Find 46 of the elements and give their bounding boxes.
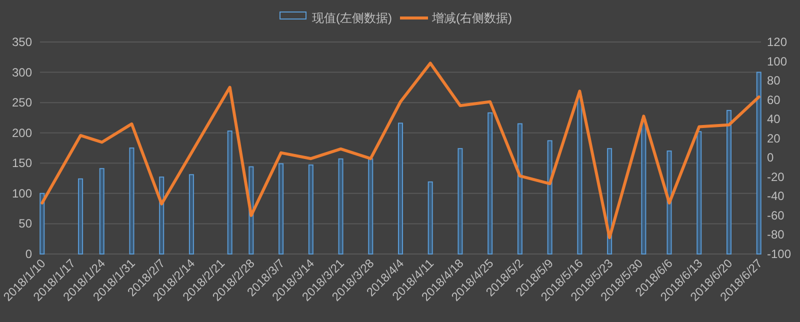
- bar: [278, 163, 284, 254]
- y2-tick-label: -40: [767, 189, 785, 204]
- y-tick-label: 300: [12, 65, 32, 80]
- y-tick-label: 150: [12, 156, 32, 170]
- bar: [517, 123, 522, 254]
- bar: [547, 140, 552, 254]
- y-tick-label: 50: [18, 216, 32, 231]
- y2-tick-label: 60: [767, 92, 781, 107]
- bar: [40, 192, 45, 254]
- bar: [78, 178, 84, 254]
- legend-label: 现值(左侧数据): [312, 11, 392, 25]
- bar: [188, 174, 194, 254]
- y2-tick-label: -80: [767, 228, 785, 242]
- y-tick-label: 250: [12, 96, 32, 110]
- y2-tick-label: -100: [767, 247, 792, 261]
- bar: [577, 96, 582, 254]
- y2-tick-label: 100: [767, 54, 788, 68]
- bar: [159, 176, 164, 254]
- y-tick-label: 0: [25, 247, 32, 261]
- bar: [398, 122, 403, 254]
- bar: [368, 158, 374, 254]
- bar: [428, 181, 433, 254]
- y2-tick-label: 80: [767, 74, 781, 88]
- bar: [666, 150, 672, 254]
- bar: [129, 148, 134, 254]
- bar: [99, 168, 104, 254]
- y2-tick-label: -60: [767, 208, 785, 222]
- y2-tick-label: 20: [767, 131, 781, 146]
- legend-label: 增减(右侧数据): [431, 11, 512, 25]
- y2-tick-label: -20: [767, 170, 785, 184]
- bar: [488, 112, 493, 254]
- bar: [641, 119, 646, 254]
- bar: [726, 110, 732, 254]
- bar: [696, 131, 702, 254]
- y-tick-label: 350: [12, 35, 32, 49]
- bar: [308, 164, 314, 254]
- line-series: [40, 62, 760, 240]
- y2-tick-label: 0: [767, 150, 774, 165]
- bar: [227, 130, 232, 254]
- y-tick-label: 100: [12, 186, 32, 200]
- y2-tick-label: 40: [767, 112, 781, 126]
- bar: [756, 72, 762, 254]
- y2-tick-label: 120: [767, 35, 788, 49]
- bar: [458, 148, 463, 254]
- y-tick-label: 200: [12, 126, 32, 140]
- bar: [338, 158, 344, 254]
